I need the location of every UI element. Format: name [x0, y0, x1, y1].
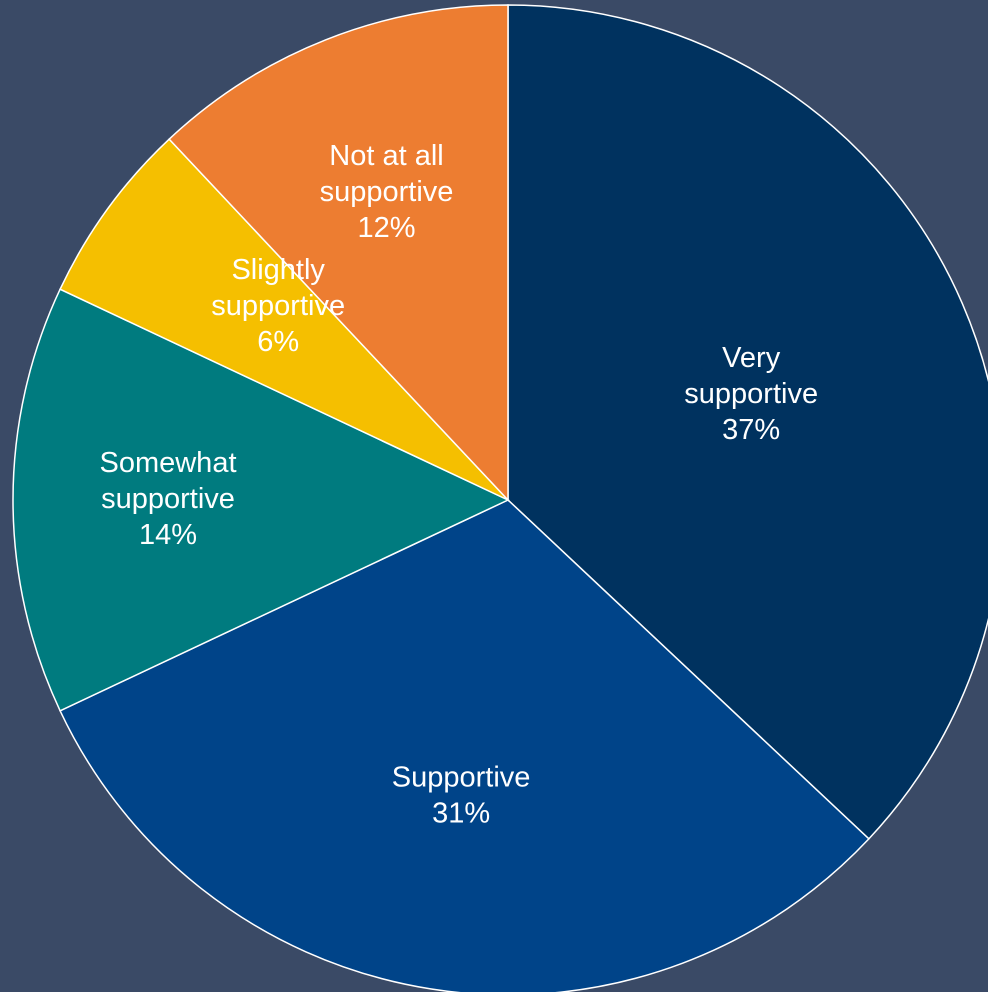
slice-category: Very	[722, 341, 781, 373]
slice-label: Supportive 31%	[392, 761, 531, 829]
slice-category: Somewhat	[99, 447, 236, 479]
slice-category: supportive	[684, 377, 818, 409]
slice-label: Slightly supportive 6%	[211, 254, 345, 358]
slice-category: supportive	[320, 176, 454, 208]
pie-slice	[12, 288, 510, 712]
slice-label: Very supportive 37%	[684, 341, 818, 445]
slice-category: Supportive	[392, 761, 531, 793]
slice-category: Not at all	[329, 140, 443, 172]
slice-percent: 12%	[357, 212, 415, 244]
slice-category: Slightly	[231, 254, 325, 286]
pie-labels: Very supportive 37% Supportive 31% Somewhat su…	[99, 140, 818, 829]
slice-percent: 31%	[432, 797, 490, 829]
pie-slice	[168, 4, 509, 502]
slice-percent: 37%	[722, 413, 780, 445]
pie-slices	[12, 4, 988, 992]
slice-label: Not at all supportive 12%	[320, 140, 454, 244]
slice-category: supportive	[211, 290, 345, 322]
slice-label: Somewhat supportive 14%	[99, 447, 236, 551]
slice-category: supportive	[101, 483, 235, 515]
slice-percent: 6%	[257, 326, 299, 358]
pie-slice	[59, 138, 509, 501]
pie-slice	[507, 4, 988, 840]
slice-percent: 14%	[139, 519, 197, 551]
pie-slice	[59, 499, 870, 992]
